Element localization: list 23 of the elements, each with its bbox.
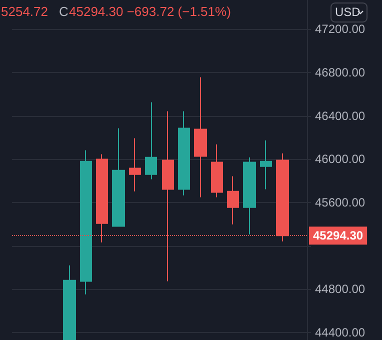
candlestick xyxy=(63,264,76,340)
y-tick-label: 46800.00 xyxy=(315,66,366,80)
candlestick xyxy=(80,150,92,295)
y-tick-label: 45600.00 xyxy=(315,195,366,210)
candlestick xyxy=(145,102,157,180)
candlestick xyxy=(112,128,125,227)
candlestick xyxy=(243,156,256,235)
y-tick-label: 44400.00 xyxy=(315,325,366,340)
y-tick-label: 47200.00 xyxy=(315,22,366,36)
y-tick-label: 44800.00 xyxy=(315,282,366,296)
ref-line-label: 45294.30 xyxy=(313,228,364,243)
annotation: C xyxy=(59,4,68,19)
candlestick xyxy=(194,76,207,198)
candlestick xyxy=(260,140,272,190)
annotation: 45294.30 −693.72 (−1.51%) xyxy=(69,4,231,19)
y-tick-label: 46000.00 xyxy=(315,152,366,166)
candlestick xyxy=(129,138,141,192)
y-tick-label: 46400.00 xyxy=(315,108,366,123)
candlestick xyxy=(178,110,190,196)
text: USD xyxy=(335,5,361,19)
candlestick xyxy=(211,144,223,198)
annotation: 5254.72 xyxy=(1,4,48,19)
candlestick xyxy=(227,176,239,225)
